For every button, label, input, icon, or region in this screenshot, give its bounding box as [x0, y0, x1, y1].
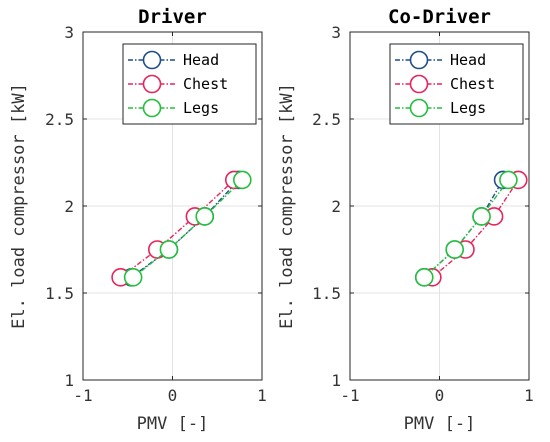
data-point-legs	[445, 240, 465, 259]
legend-marker	[142, 98, 162, 118]
legend-label: Head	[183, 51, 219, 69]
legend-marker	[142, 74, 162, 94]
series-line-legs	[423, 179, 509, 278]
y-axis-label: El. load compressor [kW]	[277, 83, 297, 329]
y-tick-label: 1	[331, 371, 341, 390]
legend-marker	[409, 74, 429, 94]
x-tick-label: 0	[435, 386, 445, 405]
series-line-chest	[431, 179, 519, 278]
x-axis-label: PMV [-]	[404, 414, 476, 434]
legend-label: Head	[450, 51, 486, 69]
y-tick-label: 1	[64, 371, 74, 390]
x-axis-label: PMV [-]	[137, 414, 209, 434]
x-tick-label: 0	[168, 386, 178, 405]
y-axis-label: El. load compressor [kW]	[9, 83, 29, 329]
x-tick-label: -1	[340, 386, 359, 405]
y-tick-label: 2	[331, 197, 341, 216]
chart-title: Driver	[138, 6, 207, 28]
x-tick-label: 1	[524, 386, 534, 405]
data-point-legs	[472, 207, 491, 226]
y-tick-label: 1.5	[312, 284, 341, 303]
data-point-legs	[414, 268, 434, 287]
y-tick-label: 2	[64, 197, 74, 216]
data-point-legs	[195, 207, 215, 226]
legend-label: Legs	[450, 99, 486, 117]
data-point-legs	[159, 240, 179, 259]
legend-marker	[409, 50, 429, 70]
legend-marker	[142, 50, 162, 70]
x-tick-label: -1	[73, 386, 92, 405]
y-tick-label: 3	[64, 23, 74, 42]
driver-panel: -1 0 1 1 1.5 2 2.5 3 Driver PMV [-] El. load compr…	[9, 6, 267, 434]
co-driver-panel: -1 0 1 1 1.5 2 2.5 3 Co-Driver PMV [-] El. load co…	[277, 6, 534, 434]
y-tick-label: 2.5	[312, 110, 341, 129]
legend-label: Chest	[183, 75, 228, 93]
y-tick-label: 3	[331, 23, 341, 42]
legend-marker	[409, 98, 429, 118]
data-point-legs	[499, 170, 518, 190]
series-line-head	[423, 179, 504, 278]
legend-label: Legs	[183, 99, 219, 117]
series-line-chest	[120, 179, 235, 278]
data-point-legs	[123, 268, 143, 287]
y-tick-label: 2.5	[45, 110, 74, 129]
data-point-legs	[233, 170, 252, 190]
y-tick-label: 1.5	[45, 284, 74, 303]
series-line-legs	[132, 179, 243, 278]
legend-label: Chest	[450, 75, 495, 93]
x-tick-label: 1	[257, 386, 267, 405]
chart-title: Co-Driver	[388, 6, 491, 28]
